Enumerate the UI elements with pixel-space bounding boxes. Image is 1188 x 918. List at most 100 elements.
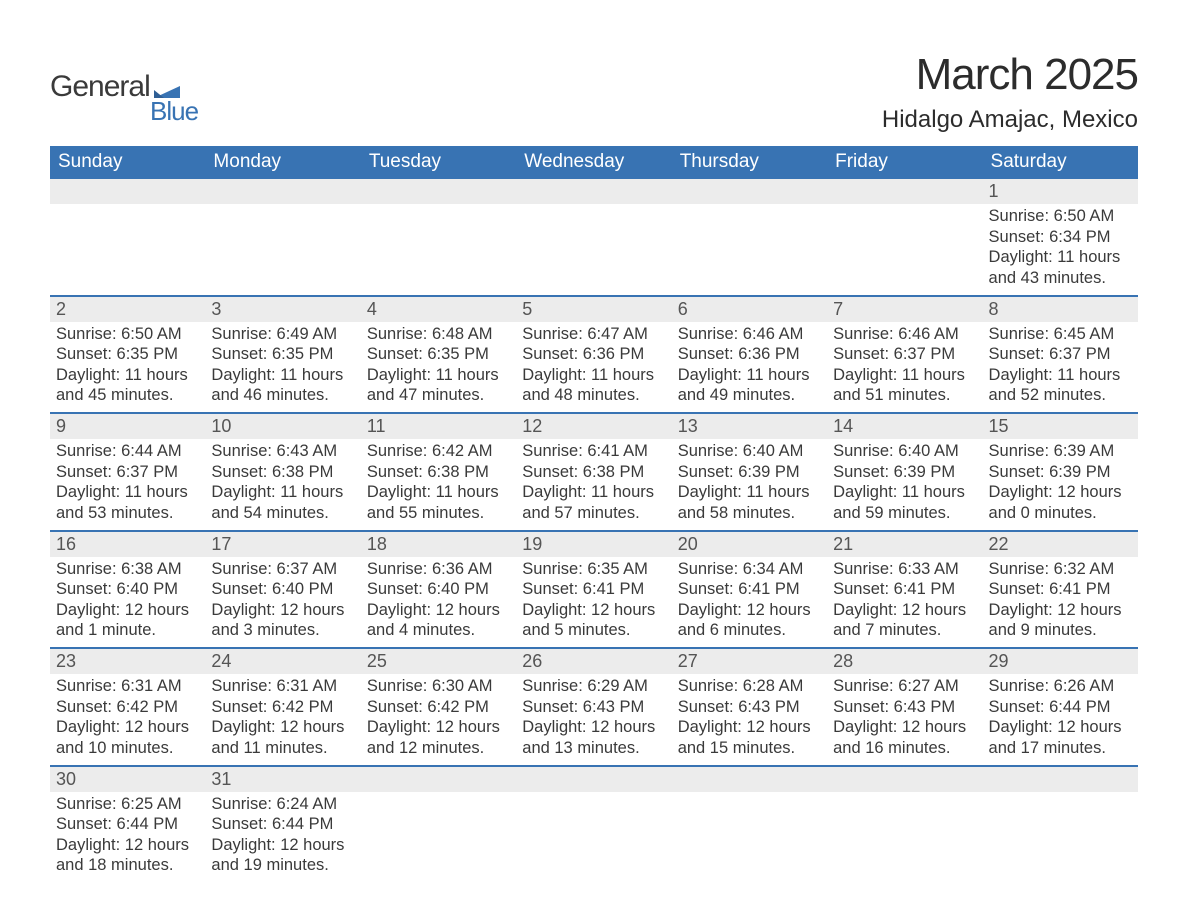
day-details: Sunrise: 6:47 AMSunset: 6:36 PMDaylight:… bbox=[516, 322, 671, 413]
day-details: Sunrise: 6:40 AMSunset: 6:39 PMDaylight:… bbox=[672, 439, 827, 530]
daylight-line-2: and 13 minutes. bbox=[522, 738, 665, 759]
sunrise-line: Sunrise: 6:33 AM bbox=[833, 559, 976, 580]
sunrise-line: Sunrise: 6:46 AM bbox=[833, 324, 976, 345]
day-details: Sunrise: 6:50 AMSunset: 6:34 PMDaylight:… bbox=[983, 204, 1138, 295]
day-number: 13 bbox=[672, 414, 827, 439]
weekday-header-row: Sunday Monday Tuesday Wednesday Thursday… bbox=[50, 146, 1138, 179]
daylight-line-1: Daylight: 12 hours bbox=[211, 600, 354, 621]
daylight-line-2: and 1 minute. bbox=[56, 620, 199, 641]
calendar-cell: 26Sunrise: 6:29 AMSunset: 6:43 PMDayligh… bbox=[516, 648, 671, 766]
day-number: 8 bbox=[983, 297, 1138, 322]
daylight-line-1: Daylight: 12 hours bbox=[678, 600, 821, 621]
sunset-line: Sunset: 6:41 PM bbox=[522, 579, 665, 600]
day-details bbox=[827, 792, 982, 800]
day-number: 17 bbox=[205, 532, 360, 557]
daylight-line-1: Daylight: 11 hours bbox=[367, 482, 510, 503]
day-details: Sunrise: 6:41 AMSunset: 6:38 PMDaylight:… bbox=[516, 439, 671, 530]
day-details: Sunrise: 6:46 AMSunset: 6:37 PMDaylight:… bbox=[827, 322, 982, 413]
calendar-week-row: 16Sunrise: 6:38 AMSunset: 6:40 PMDayligh… bbox=[50, 531, 1138, 649]
sunset-line: Sunset: 6:39 PM bbox=[833, 462, 976, 483]
day-details: Sunrise: 6:26 AMSunset: 6:44 PMDaylight:… bbox=[983, 674, 1138, 765]
calendar-cell: 5Sunrise: 6:47 AMSunset: 6:36 PMDaylight… bbox=[516, 296, 671, 414]
daylight-line-1: Daylight: 12 hours bbox=[56, 835, 199, 856]
day-number bbox=[827, 179, 982, 204]
calendar-cell bbox=[516, 766, 671, 883]
sunrise-line: Sunrise: 6:29 AM bbox=[522, 676, 665, 697]
daylight-line-1: Daylight: 12 hours bbox=[56, 717, 199, 738]
day-number: 11 bbox=[361, 414, 516, 439]
calendar-cell: 28Sunrise: 6:27 AMSunset: 6:43 PMDayligh… bbox=[827, 648, 982, 766]
day-number: 14 bbox=[827, 414, 982, 439]
day-number: 5 bbox=[516, 297, 671, 322]
day-details bbox=[361, 204, 516, 212]
day-number: 23 bbox=[50, 649, 205, 674]
day-number: 4 bbox=[361, 297, 516, 322]
calendar-week-row: 23Sunrise: 6:31 AMSunset: 6:42 PMDayligh… bbox=[50, 648, 1138, 766]
calendar-cell: 29Sunrise: 6:26 AMSunset: 6:44 PMDayligh… bbox=[983, 648, 1138, 766]
sunset-line: Sunset: 6:41 PM bbox=[678, 579, 821, 600]
page-subtitle: Hidalgo Amajac, Mexico bbox=[882, 106, 1138, 134]
day-details: Sunrise: 6:24 AMSunset: 6:44 PMDaylight:… bbox=[205, 792, 360, 883]
sunrise-line: Sunrise: 6:43 AM bbox=[211, 441, 354, 462]
day-details bbox=[672, 204, 827, 212]
calendar-cell: 11Sunrise: 6:42 AMSunset: 6:38 PMDayligh… bbox=[361, 413, 516, 531]
sunrise-line: Sunrise: 6:45 AM bbox=[989, 324, 1132, 345]
sunset-line: Sunset: 6:43 PM bbox=[678, 697, 821, 718]
weekday-header: Thursday bbox=[672, 146, 827, 179]
page-title: March 2025 bbox=[882, 50, 1138, 100]
brand-name-1: General bbox=[50, 70, 150, 104]
sunset-line: Sunset: 6:38 PM bbox=[211, 462, 354, 483]
sunset-line: Sunset: 6:43 PM bbox=[833, 697, 976, 718]
day-details: Sunrise: 6:34 AMSunset: 6:41 PMDaylight:… bbox=[672, 557, 827, 648]
weekday-header: Wednesday bbox=[516, 146, 671, 179]
calendar-cell: 21Sunrise: 6:33 AMSunset: 6:41 PMDayligh… bbox=[827, 531, 982, 649]
day-details bbox=[983, 792, 1138, 800]
calendar-table: Sunday Monday Tuesday Wednesday Thursday… bbox=[50, 146, 1138, 882]
daylight-line-1: Daylight: 12 hours bbox=[367, 717, 510, 738]
sunset-line: Sunset: 6:40 PM bbox=[211, 579, 354, 600]
day-number: 9 bbox=[50, 414, 205, 439]
sunset-line: Sunset: 6:36 PM bbox=[522, 344, 665, 365]
brand-logo: General Blue bbox=[50, 50, 198, 127]
day-details: Sunrise: 6:42 AMSunset: 6:38 PMDaylight:… bbox=[361, 439, 516, 530]
calendar-week-row: 1Sunrise: 6:50 AMSunset: 6:34 PMDaylight… bbox=[50, 179, 1138, 296]
day-details: Sunrise: 6:50 AMSunset: 6:35 PMDaylight:… bbox=[50, 322, 205, 413]
day-number: 16 bbox=[50, 532, 205, 557]
sunset-line: Sunset: 6:39 PM bbox=[678, 462, 821, 483]
sunset-line: Sunset: 6:43 PM bbox=[522, 697, 665, 718]
day-number bbox=[50, 179, 205, 204]
day-number bbox=[516, 767, 671, 792]
day-details: Sunrise: 6:32 AMSunset: 6:41 PMDaylight:… bbox=[983, 557, 1138, 648]
sunset-line: Sunset: 6:40 PM bbox=[56, 579, 199, 600]
weekday-header: Saturday bbox=[983, 146, 1138, 179]
day-details: Sunrise: 6:36 AMSunset: 6:40 PMDaylight:… bbox=[361, 557, 516, 648]
calendar-cell: 19Sunrise: 6:35 AMSunset: 6:41 PMDayligh… bbox=[516, 531, 671, 649]
sunrise-line: Sunrise: 6:24 AM bbox=[211, 794, 354, 815]
daylight-line-1: Daylight: 12 hours bbox=[367, 600, 510, 621]
calendar-cell bbox=[361, 766, 516, 883]
day-details: Sunrise: 6:40 AMSunset: 6:39 PMDaylight:… bbox=[827, 439, 982, 530]
sunrise-line: Sunrise: 6:49 AM bbox=[211, 324, 354, 345]
sunset-line: Sunset: 6:42 PM bbox=[211, 697, 354, 718]
day-number: 22 bbox=[983, 532, 1138, 557]
sunrise-line: Sunrise: 6:47 AM bbox=[522, 324, 665, 345]
weekday-header: Monday bbox=[205, 146, 360, 179]
calendar-cell: 6Sunrise: 6:46 AMSunset: 6:36 PMDaylight… bbox=[672, 296, 827, 414]
sunrise-line: Sunrise: 6:30 AM bbox=[367, 676, 510, 697]
calendar-week-row: 9Sunrise: 6:44 AMSunset: 6:37 PMDaylight… bbox=[50, 413, 1138, 531]
daylight-line-2: and 9 minutes. bbox=[989, 620, 1132, 641]
calendar-cell bbox=[827, 179, 982, 296]
daylight-line-1: Daylight: 12 hours bbox=[833, 717, 976, 738]
sunrise-line: Sunrise: 6:50 AM bbox=[56, 324, 199, 345]
calendar-cell: 12Sunrise: 6:41 AMSunset: 6:38 PMDayligh… bbox=[516, 413, 671, 531]
daylight-line-1: Daylight: 12 hours bbox=[522, 717, 665, 738]
day-number bbox=[827, 767, 982, 792]
sunrise-line: Sunrise: 6:48 AM bbox=[367, 324, 510, 345]
sunset-line: Sunset: 6:35 PM bbox=[56, 344, 199, 365]
daylight-line-1: Daylight: 11 hours bbox=[833, 365, 976, 386]
sunrise-line: Sunrise: 6:44 AM bbox=[56, 441, 199, 462]
day-details: Sunrise: 6:31 AMSunset: 6:42 PMDaylight:… bbox=[205, 674, 360, 765]
sunset-line: Sunset: 6:41 PM bbox=[989, 579, 1132, 600]
day-number: 1 bbox=[983, 179, 1138, 204]
day-number: 15 bbox=[983, 414, 1138, 439]
